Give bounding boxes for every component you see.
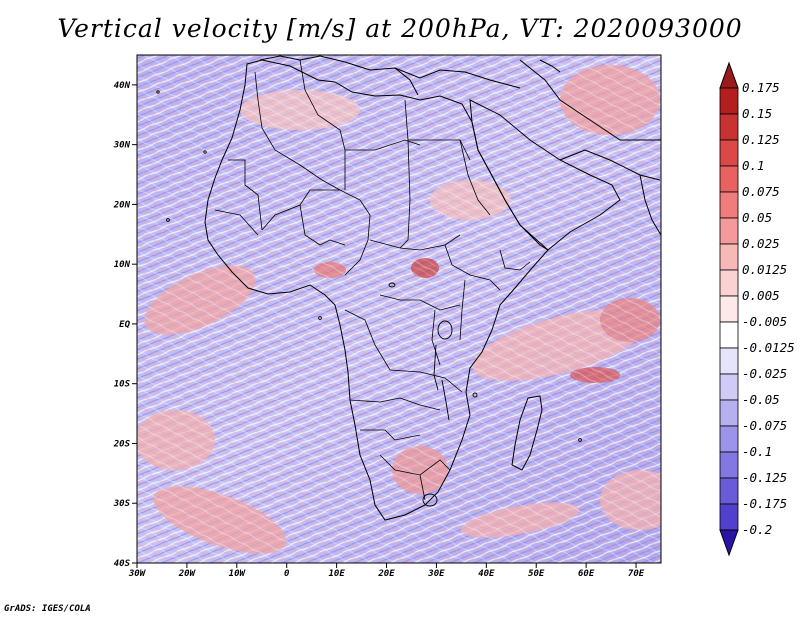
colorbar-bin: [719, 321, 739, 349]
lat-tick-label: 10S: [114, 380, 131, 390]
lat-tick-label: 10N: [114, 260, 131, 270]
colorbar-bin: [719, 87, 739, 115]
colorbar-max-arrow: [719, 61, 739, 89]
lat-tick-label: 40S: [114, 559, 131, 569]
map-frame: [136, 54, 662, 564]
colorbar-bin: [719, 217, 739, 245]
colorbar-label: -0.0125: [742, 340, 795, 355]
colorbar-label: 0.005: [742, 288, 780, 303]
colorbar: 0.175 0.15 0.125 0.1 0.075 0.05 0.025 0.0125 0.0…: [719, 61, 795, 557]
colorbar-bin: [719, 139, 739, 167]
colorbar-bin: [719, 503, 739, 531]
lon-tick-label: 50E: [528, 569, 545, 579]
lat-tick-label: 40N: [114, 81, 131, 91]
colorbar-bin: [719, 295, 739, 323]
colorbar-label: 0.15: [742, 106, 772, 121]
colorbar-bin: [719, 269, 739, 297]
lon-tick-label: 20E: [377, 569, 395, 579]
lon-tick-label: 10W: [229, 569, 247, 579]
colorbar-label: -0.005: [742, 314, 787, 329]
colorbar-label: -0.075: [742, 418, 787, 433]
colorbar-bin: [719, 191, 739, 219]
colorbar-label: -0.025: [742, 366, 787, 381]
colorbar-label: 0.0125: [742, 262, 787, 277]
latitude-axis: 40N 30N 20N 10N EQ 10S 20S 30S 40S: [113, 81, 137, 569]
colorbar-label: 0.1: [742, 158, 765, 173]
lat-tick-label: 20N: [113, 200, 131, 210]
colorbar-bin: [719, 243, 739, 271]
lon-tick-label: 60E: [578, 569, 595, 579]
lon-tick-label: 30W: [128, 569, 147, 579]
colorbar-bin: [719, 373, 739, 401]
colorbar-label: 0.05: [742, 210, 772, 225]
lon-tick-label: 20W: [178, 569, 197, 579]
lat-tick-label: 20S: [113, 439, 131, 449]
lon-tick-label: 70E: [628, 569, 645, 579]
colorbar-min-arrow: [719, 529, 739, 557]
coastlines: [204, 55, 661, 521]
colorbar-label: -0.125: [742, 470, 787, 485]
colorbar-label: 0.175: [742, 80, 780, 95]
colorbar-bin: [719, 399, 739, 427]
colorbar-label: -0.175: [742, 496, 787, 511]
grads-credit: GrADS: IGES/COLA: [4, 604, 91, 614]
colorbar-bin: [719, 165, 739, 193]
longitude-axis: 30W 20W 10W 0 10E 20E 30E 40E 50E 60E 70E: [128, 563, 645, 579]
colorbar-label: 0.125: [742, 132, 780, 147]
colorbar-label: 0.075: [742, 184, 780, 199]
colorbar-bin: [719, 425, 739, 453]
colorbar-bin: [719, 477, 739, 505]
lat-tick-label: 30N: [113, 141, 131, 151]
map-plot-area: [137, 55, 661, 563]
lat-tick-label: EQ: [119, 320, 130, 330]
country-borders: [214, 59, 531, 501]
colorbar-label: 0.025: [742, 236, 780, 251]
colorbar-label: -0.1: [742, 444, 772, 459]
lon-tick-label: 30E: [427, 569, 445, 579]
colorbar-bin: [719, 113, 739, 141]
lon-tick-label: 0: [284, 569, 290, 579]
colorbar-label: -0.05: [742, 392, 780, 407]
colorbar-label: -0.2: [742, 522, 772, 537]
lon-tick-label: 10E: [328, 569, 345, 579]
map-title: Vertical velocity [m/s] at 200hPa, VT: 2…: [57, 14, 743, 43]
colorbar-bin: [719, 347, 739, 375]
field-texture-cross-streaks: [137, 55, 661, 563]
lat-tick-label: 30S: [113, 499, 131, 509]
lakes-and-islands: [156, 90, 582, 507]
colorbar-bin: [719, 451, 739, 479]
lon-tick-label: 40E: [478, 569, 495, 579]
